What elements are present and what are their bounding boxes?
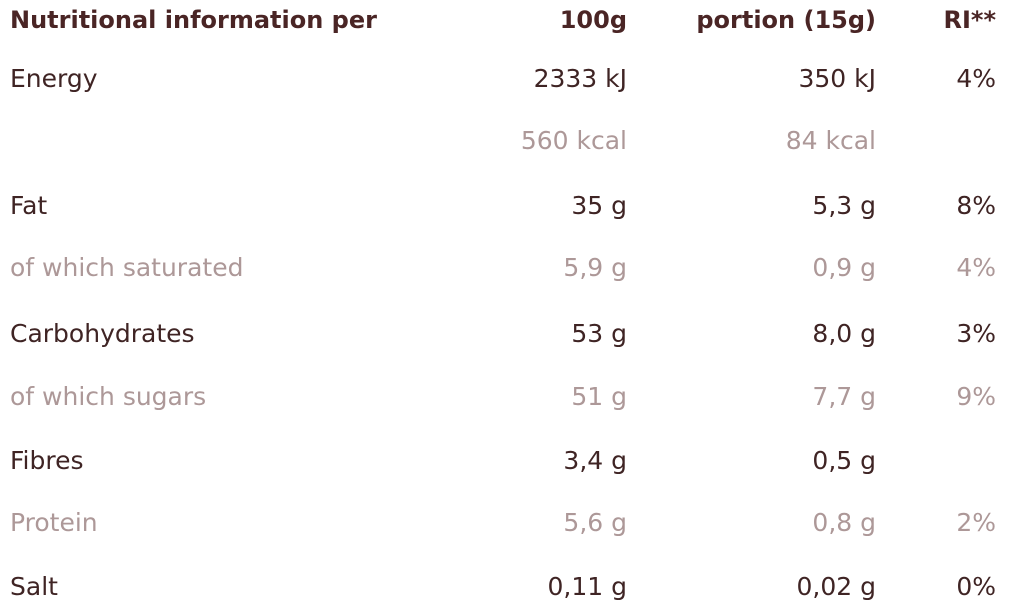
row-value-portion: 8,0 g [812, 319, 876, 348]
header-portion: portion (15g) [696, 6, 876, 34]
table-row-sugars: of which sugars 51 g 7,7 g 9% [0, 377, 1024, 417]
table-row-energy-kj: Energy 2333 kJ 350 kJ 4% [0, 59, 1024, 99]
row-label: of which sugars [10, 382, 207, 411]
header-100g: 100g [559, 6, 627, 34]
row-label: Salt [10, 572, 58, 601]
table-row-salt: Salt 0,11 g 0,02 g 0% [0, 567, 1024, 607]
row-value-100g: 2333 kJ [533, 64, 627, 93]
header-label: Nutritional information per [10, 6, 377, 34]
table-row-fibres: Fibres 3,4 g 0,5 g [0, 441, 1024, 481]
row-label: Carbohydrates [10, 319, 195, 348]
row-label: of which saturated [10, 253, 244, 282]
row-value-100g: 5,6 g [563, 508, 627, 537]
row-value-portion: 0,8 g [812, 508, 876, 537]
row-label: Fat [10, 191, 48, 220]
row-value-100g: 51 g [571, 382, 627, 411]
row-value-portion: 0,9 g [812, 253, 876, 282]
row-value-100g: 3,4 g [563, 446, 627, 475]
row-value-100g: 53 g [571, 319, 627, 348]
row-value-ri: 4% [956, 253, 996, 282]
table-header-row: Nutritional information per 100g portion… [0, 0, 1024, 40]
table-row-protein: Protein 5,6 g 0,8 g 2% [0, 503, 1024, 543]
row-value-100g: 0,11 g [547, 572, 627, 601]
table-row-energy-kcal: 560 kcal 84 kcal [0, 121, 1024, 161]
row-value-ri: 4% [956, 64, 996, 93]
row-value-100g: 5,9 g [563, 253, 627, 282]
table-row-fat: Fat 35 g 5,3 g 8% [0, 186, 1024, 226]
table-row-carbohydrates: Carbohydrates 53 g 8,0 g 3% [0, 314, 1024, 354]
header-ri: RI** [943, 6, 996, 34]
row-value-portion: 7,7 g [812, 382, 876, 411]
row-value-portion: 0,02 g [796, 572, 876, 601]
row-label: Fibres [10, 446, 84, 475]
row-value-portion: 5,3 g [812, 191, 876, 220]
row-value-ri: 0% [956, 572, 996, 601]
row-value-ri: 8% [956, 191, 996, 220]
row-value-ri: 2% [956, 508, 996, 537]
row-value-portion: 350 kJ [798, 64, 876, 93]
row-label: Energy [10, 64, 98, 93]
row-value-100g: 560 kcal [520, 126, 627, 155]
row-value-portion: 84 kcal [785, 126, 876, 155]
row-value-ri: 3% [956, 319, 996, 348]
row-value-ri: 9% [956, 382, 996, 411]
table-row-saturated: of which saturated 5,9 g 0,9 g 4% [0, 248, 1024, 288]
row-value-100g: 35 g [571, 191, 627, 220]
row-label: Protein [10, 508, 98, 537]
row-value-portion: 0,5 g [812, 446, 876, 475]
